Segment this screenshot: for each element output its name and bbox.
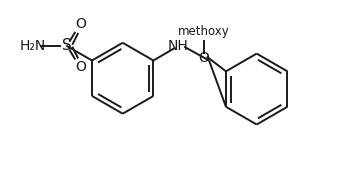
- Text: methoxy: methoxy: [178, 25, 230, 39]
- Text: H₂N: H₂N: [20, 39, 46, 53]
- Text: NH: NH: [168, 39, 189, 53]
- Text: O: O: [75, 17, 86, 31]
- Text: S: S: [62, 38, 71, 53]
- Text: O: O: [198, 51, 209, 65]
- Text: O: O: [75, 60, 86, 74]
